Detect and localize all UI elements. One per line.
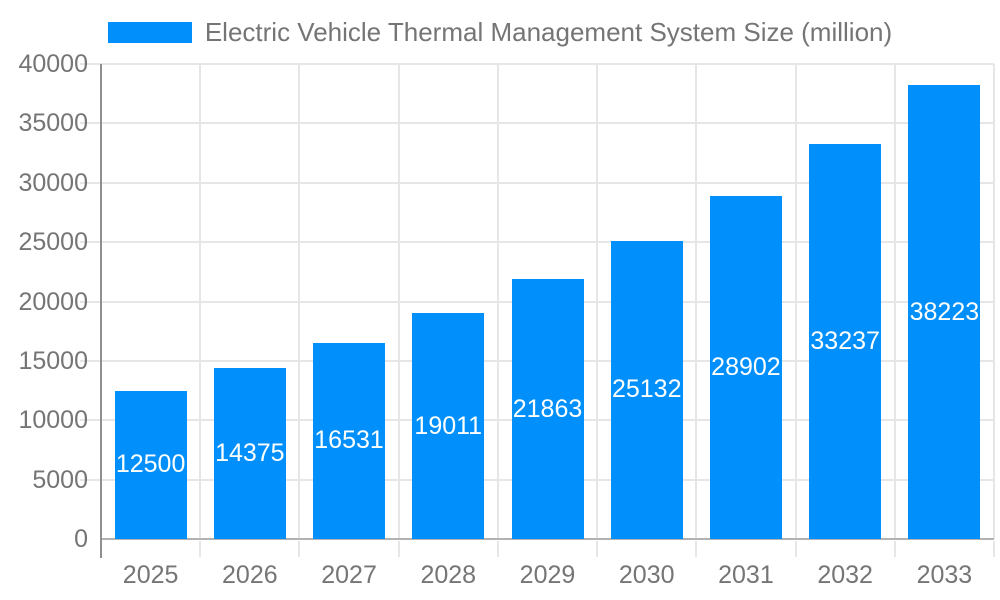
bar[interactable]: 16531 [313,342,386,539]
legend-label[interactable]: Electric Vehicle Thermal Management Syst… [204,16,893,47]
bar[interactable]: 14375 [213,368,286,539]
y-grid-line [101,63,994,65]
y-tick-label: 15000 [18,346,88,375]
x-grid-line [596,64,599,539]
bar[interactable]: 28902 [709,195,782,539]
bar-value-label: 28902 [711,352,781,381]
bar[interactable]: 21863 [511,279,584,539]
y-tick-label: 0 [74,525,88,553]
bar-value-label: 12500 [115,450,186,479]
y-axis-line [100,64,102,558]
x-tick-label: 2032 [817,561,873,589]
y-axis-tick [80,478,101,481]
x-grid-line [496,64,499,539]
x-axis-tick [695,541,698,557]
bar[interactable]: 19011 [412,313,485,539]
x-tick-label: 2028 [420,561,477,589]
x-grid-line [695,64,698,539]
x-grid-line [199,64,202,539]
y-grid-line [101,122,994,125]
y-tick-label: 5000 [32,465,88,494]
y-axis-tick [80,63,101,65]
bar[interactable]: 33237 [809,144,882,539]
y-tick-label: 40000 [18,50,88,78]
x-axis-tick [893,541,896,557]
bar[interactable]: 12500 [114,390,187,539]
y-tick-label: 35000 [18,109,88,138]
y-axis-tick [80,241,101,244]
bar[interactable]: 38223 [908,85,981,539]
y-tick-label: 20000 [18,287,88,316]
y-axis-tick [80,300,101,303]
chart-legend: Electric Vehicle Thermal Management Syst… [0,14,1000,50]
x-tick-label: 2025 [122,561,179,589]
x-axis-tick [596,541,599,557]
x-tick-label: 2029 [519,561,576,589]
x-grid-line [298,64,301,539]
x-grid-line [993,64,995,539]
y-axis-tick [80,359,101,362]
y-tick-label: 25000 [18,228,88,257]
bar-value-label: 19011 [414,411,483,440]
y-grid-line [101,241,994,244]
bar-value-label: 16531 [314,426,384,455]
x-axis-tick [496,541,499,557]
x-axis-line [101,538,994,540]
y-tick-label: 30000 [18,168,88,197]
x-axis-tick [199,541,202,557]
bar[interactable]: 25132 [610,240,683,539]
bar-value-label: 38223 [909,297,980,326]
x-tick-label: 2027 [321,561,377,589]
x-tick-label: 2030 [618,561,675,589]
y-axis-tick [80,419,101,422]
x-tick-label: 2033 [916,561,973,589]
y-axis-tick [80,122,101,125]
x-axis-tick [298,541,301,557]
bar-value-label: 14375 [215,439,285,468]
x-grid-line [893,64,896,539]
bar-value-label: 25132 [611,375,682,404]
bar-value-label: 33237 [810,327,880,356]
x-axis-tick [794,541,797,557]
legend-swatch[interactable] [107,21,192,43]
x-axis-tick [993,541,995,557]
y-grid-line [101,181,994,184]
x-grid-line [794,64,797,539]
x-grid-line [397,64,400,539]
y-tick-label: 10000 [18,406,88,435]
y-axis-tick [80,181,101,184]
bar-value-label: 21863 [512,394,583,423]
x-tick-label: 2026 [222,561,278,589]
x-axis-tick [397,541,400,557]
x-tick-label: 2031 [718,561,774,589]
